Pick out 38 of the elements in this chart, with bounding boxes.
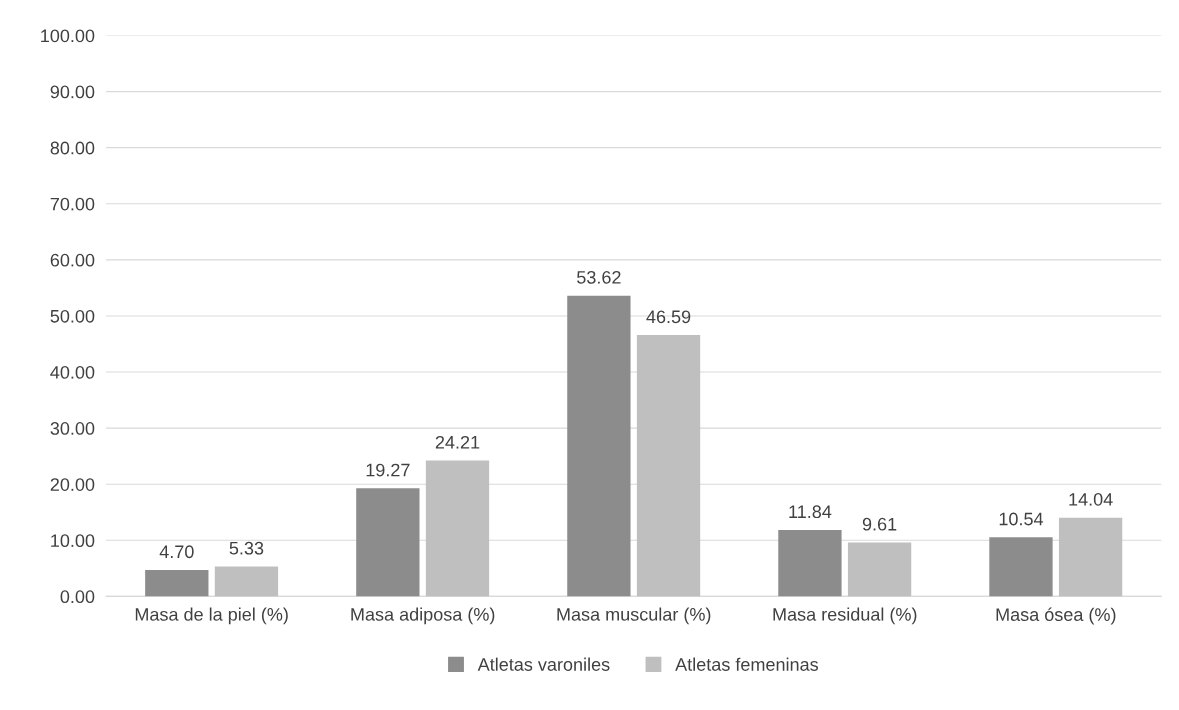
- x-tick-label: Masa de la piel (%): [135, 607, 288, 625]
- data-label: 24.21: [435, 435, 480, 449]
- y-tick-label: 70.00: [50, 197, 95, 211]
- y-tick-label: 80.00: [50, 141, 95, 155]
- data-label: 5.33: [229, 541, 264, 555]
- bar: [778, 529, 842, 597]
- bar: [567, 295, 631, 597]
- y-tick-label: 40.00: [50, 365, 95, 379]
- bar: [847, 542, 912, 597]
- y-tick-label: 50.00: [50, 309, 95, 323]
- x-tick-label: Masa residual (%): [773, 607, 917, 625]
- y-tick-label: 20.00: [50, 478, 95, 491]
- x-tick-label: Masa muscular (%): [557, 607, 711, 625]
- data-label: 11.84: [789, 505, 832, 519]
- legend-label: Atletas varoniles: [477, 657, 610, 671]
- y-tick-label: 0.00: [60, 590, 95, 604]
- data-label: 9.61: [862, 517, 897, 531]
- y-tick-label: 30.00: [50, 422, 95, 435]
- data-label: 19.27: [366, 463, 410, 477]
- bar: [989, 537, 1053, 597]
- data-label: 14.04: [1069, 492, 1113, 506]
- bar: [425, 460, 490, 597]
- legend-label: Atletas femeninas: [675, 657, 818, 671]
- bar: [1058, 517, 1123, 597]
- data-label: 46.59: [646, 310, 691, 324]
- data-label: 53.62: [577, 270, 621, 284]
- bar: [636, 335, 701, 597]
- data-label: 10.54: [999, 512, 1044, 526]
- bar: [145, 570, 209, 597]
- bar: [214, 566, 279, 597]
- x-tick-label: Masa ósea (%): [996, 607, 1116, 625]
- y-tick-label: 90.00: [50, 85, 95, 99]
- y-tick-label: 10.00: [51, 534, 95, 548]
- bar: [356, 488, 420, 597]
- y-tick-label: 60.00: [50, 253, 95, 267]
- x-tick-label: Masa adiposa (%): [351, 607, 495, 625]
- y-tick-label: 100.00: [41, 29, 95, 43]
- data-label: 4.70: [159, 545, 194, 559]
